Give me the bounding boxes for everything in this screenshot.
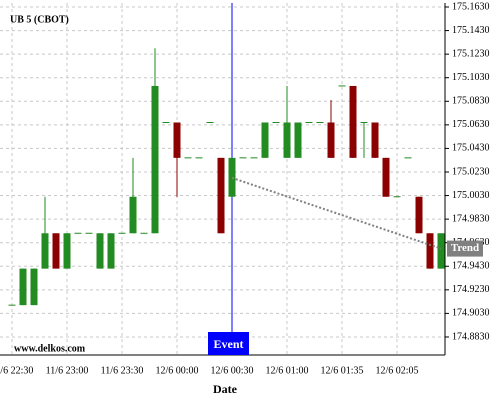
candle-body: [272, 121, 280, 123]
candle-body: [118, 232, 126, 234]
candle-body: [140, 232, 148, 234]
candle-body: [382, 157, 390, 197]
trend-label-box: [447, 240, 483, 257]
candle-body: [415, 196, 423, 234]
y-tick-label: 174.8830: [452, 331, 490, 342]
watermark: www.delkos.com: [14, 343, 86, 354]
candle-body: [63, 233, 71, 269]
candle-body: [173, 122, 181, 158]
candle-body: [19, 268, 27, 306]
y-tick-label: 175.1230: [452, 48, 490, 59]
candle-body: [151, 85, 159, 234]
event-label-box: [208, 332, 249, 355]
x-tick-label: 12/6 01:00: [265, 365, 308, 376]
x-tick-label: 11/6 23:00: [46, 365, 89, 376]
candle-body: [360, 121, 368, 123]
candle-body: [437, 233, 445, 269]
candle-body: [349, 85, 357, 158]
y-tick-label: 175.0830: [452, 96, 490, 107]
candle-body: [8, 304, 16, 306]
y-tick-label: 174.9430: [452, 261, 490, 272]
candle-body: [162, 121, 170, 123]
candle-body: [74, 232, 82, 234]
y-tick-label: 175.0630: [452, 119, 490, 130]
y-tick-label: 175.1630: [452, 1, 490, 12]
y-tick-label: 175.0430: [452, 143, 490, 154]
candle-body: [129, 196, 137, 234]
candle-body: [371, 122, 379, 158]
y-tick-label: 175.0230: [452, 166, 490, 177]
candle-body: [107, 233, 115, 269]
candle-body: [305, 121, 313, 123]
candle-body: [217, 157, 225, 234]
candle-body: [239, 157, 247, 159]
candle-body: [41, 233, 49, 269]
candle-body: [206, 121, 214, 123]
candle-body: [316, 121, 324, 123]
y-tick-label: 175.0030: [452, 190, 490, 201]
y-tick-label: 174.9230: [452, 284, 490, 295]
candle-body: [250, 157, 258, 159]
x-tick-label: 12/6 00:00: [155, 365, 198, 376]
trend-label: Trend: [451, 242, 479, 254]
candle-body: [228, 157, 236, 197]
candle-body: [30, 268, 38, 306]
candle-body: [404, 157, 412, 159]
y-tick-label: 174.9830: [452, 213, 490, 224]
candle-body: [327, 122, 335, 158]
x-axis-label: Date: [213, 382, 238, 396]
event-label: Event: [214, 337, 244, 351]
candle-body: [294, 122, 302, 158]
y-tick-label: 174.9030: [452, 308, 490, 319]
candle-body: [52, 233, 60, 269]
trend-line: [231, 176, 442, 250]
y-tick-label: 175.1030: [452, 72, 490, 83]
x-tick-label: 12/6 01:35: [320, 365, 363, 376]
candle-body: [261, 122, 269, 158]
x-tick-label: 12/6 02:05: [375, 365, 418, 376]
candle-body: [393, 196, 401, 198]
x-tick-label: 12/6 00:30: [210, 365, 253, 376]
y-tick-label: 175.1430: [452, 25, 490, 36]
candle-body: [426, 233, 434, 269]
chart-title: UB 5 (CBOT): [10, 14, 69, 25]
candle-body: [195, 157, 203, 159]
candle-body: [85, 232, 93, 234]
x-tick-label: 11/6 22:30: [0, 365, 33, 376]
candle-body: [338, 85, 346, 87]
candle-body: [283, 122, 291, 158]
candle-body: [184, 157, 192, 159]
candle-body: [96, 233, 104, 269]
x-tick-label: 11/6 23:30: [101, 365, 144, 376]
